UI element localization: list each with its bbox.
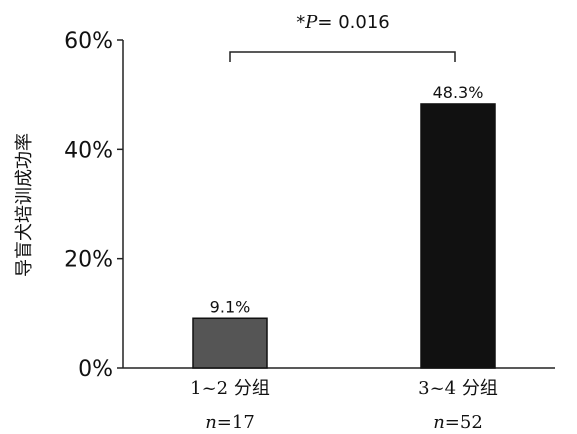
category-label: 1~2 分组 [190, 378, 270, 399]
significance-value: = 0.016 [317, 12, 389, 33]
bar [192, 317, 268, 369]
category-labels: 1~2 分组 n=17 3~4 分组 n=52 [190, 378, 498, 433]
y-tick-label: 40% [64, 138, 113, 163]
category-label: 3~4 分组 [418, 378, 498, 399]
significance-star: * [296, 12, 305, 33]
bar [420, 103, 496, 369]
sample-size-label: n=17 [205, 412, 255, 433]
y-axis-label: 导盲犬培训成功率 [14, 133, 35, 277]
significance-bracket [229, 51, 456, 62]
sample-size-label: n=52 [433, 412, 483, 433]
bar-value-label: 48.3% [433, 83, 484, 102]
significance-label: *P= 0.016 [296, 12, 389, 33]
y-tick-label: 0% [78, 357, 113, 382]
bars: 9.1% 48.3% [192, 83, 496, 369]
y-tick-label: 60% [64, 29, 113, 54]
y-tick-label: 20% [64, 248, 113, 273]
significance-p: P [304, 12, 318, 33]
bar-value-label: 9.1% [210, 297, 251, 316]
y-ticks: 0% 20% 40% 60% [64, 29, 123, 382]
